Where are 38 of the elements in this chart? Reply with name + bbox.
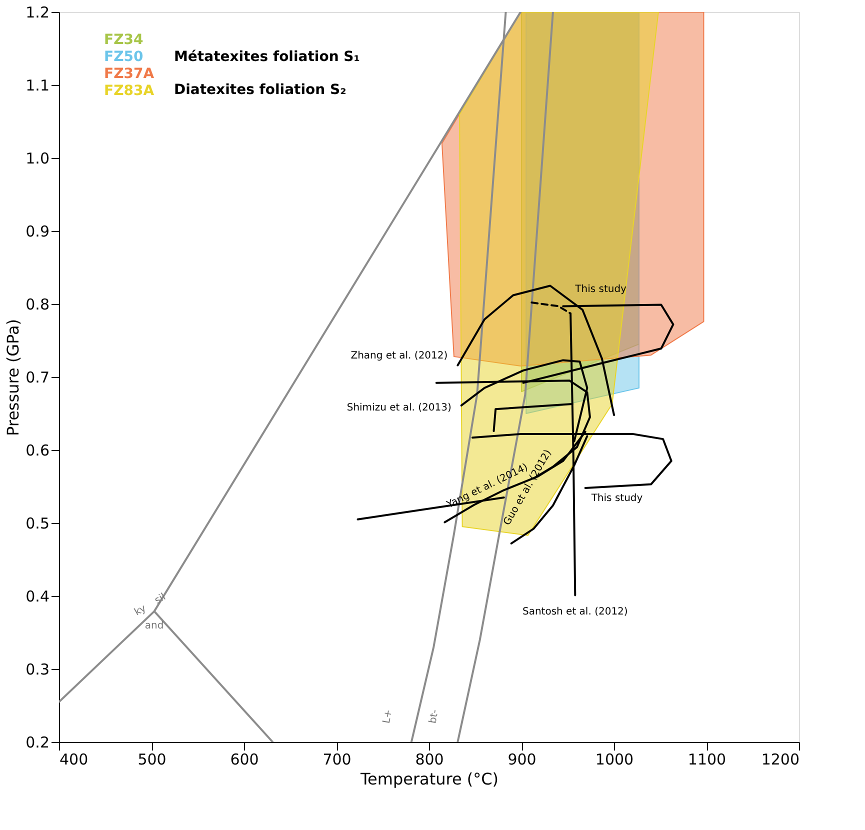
x-tick-label: 1000: [595, 750, 634, 768]
annotation: Santosh et al. (2012): [522, 606, 628, 618]
y-tick-label: 1.1: [26, 76, 50, 94]
x-tick-label: 500: [138, 750, 166, 768]
y-tick-label: 0.5: [26, 514, 50, 532]
annotation: ky: [132, 603, 148, 618]
y-tick-label: 0.4: [26, 588, 50, 606]
text: FZ50: [104, 49, 144, 65]
annotation: sil: [152, 592, 168, 607]
y-tick-label: 0.6: [26, 442, 50, 460]
text: FZ37A: [104, 66, 154, 82]
y-tick-label: 0.9: [26, 222, 50, 240]
annotation: Shimizu et al. (2013): [346, 402, 452, 414]
y-axis-title: Pressure (GPa): [4, 318, 23, 436]
y-tick-label: 0.2: [26, 734, 50, 752]
y-tick-label: 1.0: [26, 150, 50, 168]
x-tick-label: 400: [60, 750, 88, 768]
text: FZ83A: [104, 83, 154, 99]
y-tick-label: 1.2: [26, 4, 50, 22]
annotation: bt-: [428, 708, 441, 724]
x-tick-label: 1200: [761, 750, 800, 768]
x-axis-title: Temperature (°C): [359, 770, 499, 788]
y-tick-label: 0.8: [26, 296, 50, 314]
x-tick-label: 1100: [688, 750, 726, 768]
text: FZ34: [104, 32, 144, 48]
annotation: This study: [590, 492, 643, 504]
x-tick-label: 900: [508, 750, 536, 768]
y-tick-label: 0.3: [26, 660, 50, 678]
annotation: Métatexites foliation S₁: [174, 49, 360, 65]
annotation: Zhang et al. (2012): [350, 350, 448, 362]
y-tick-label: 0.7: [26, 368, 50, 386]
annotation: and: [144, 620, 164, 632]
x-tick-label: 600: [230, 750, 259, 768]
annotation: Diatexites foliation S₂: [174, 82, 346, 98]
x-tick-label: 700: [322, 750, 352, 768]
annotation: L+: [381, 708, 395, 724]
annotation: This study: [574, 284, 627, 296]
x-tick-label: 800: [415, 750, 444, 768]
